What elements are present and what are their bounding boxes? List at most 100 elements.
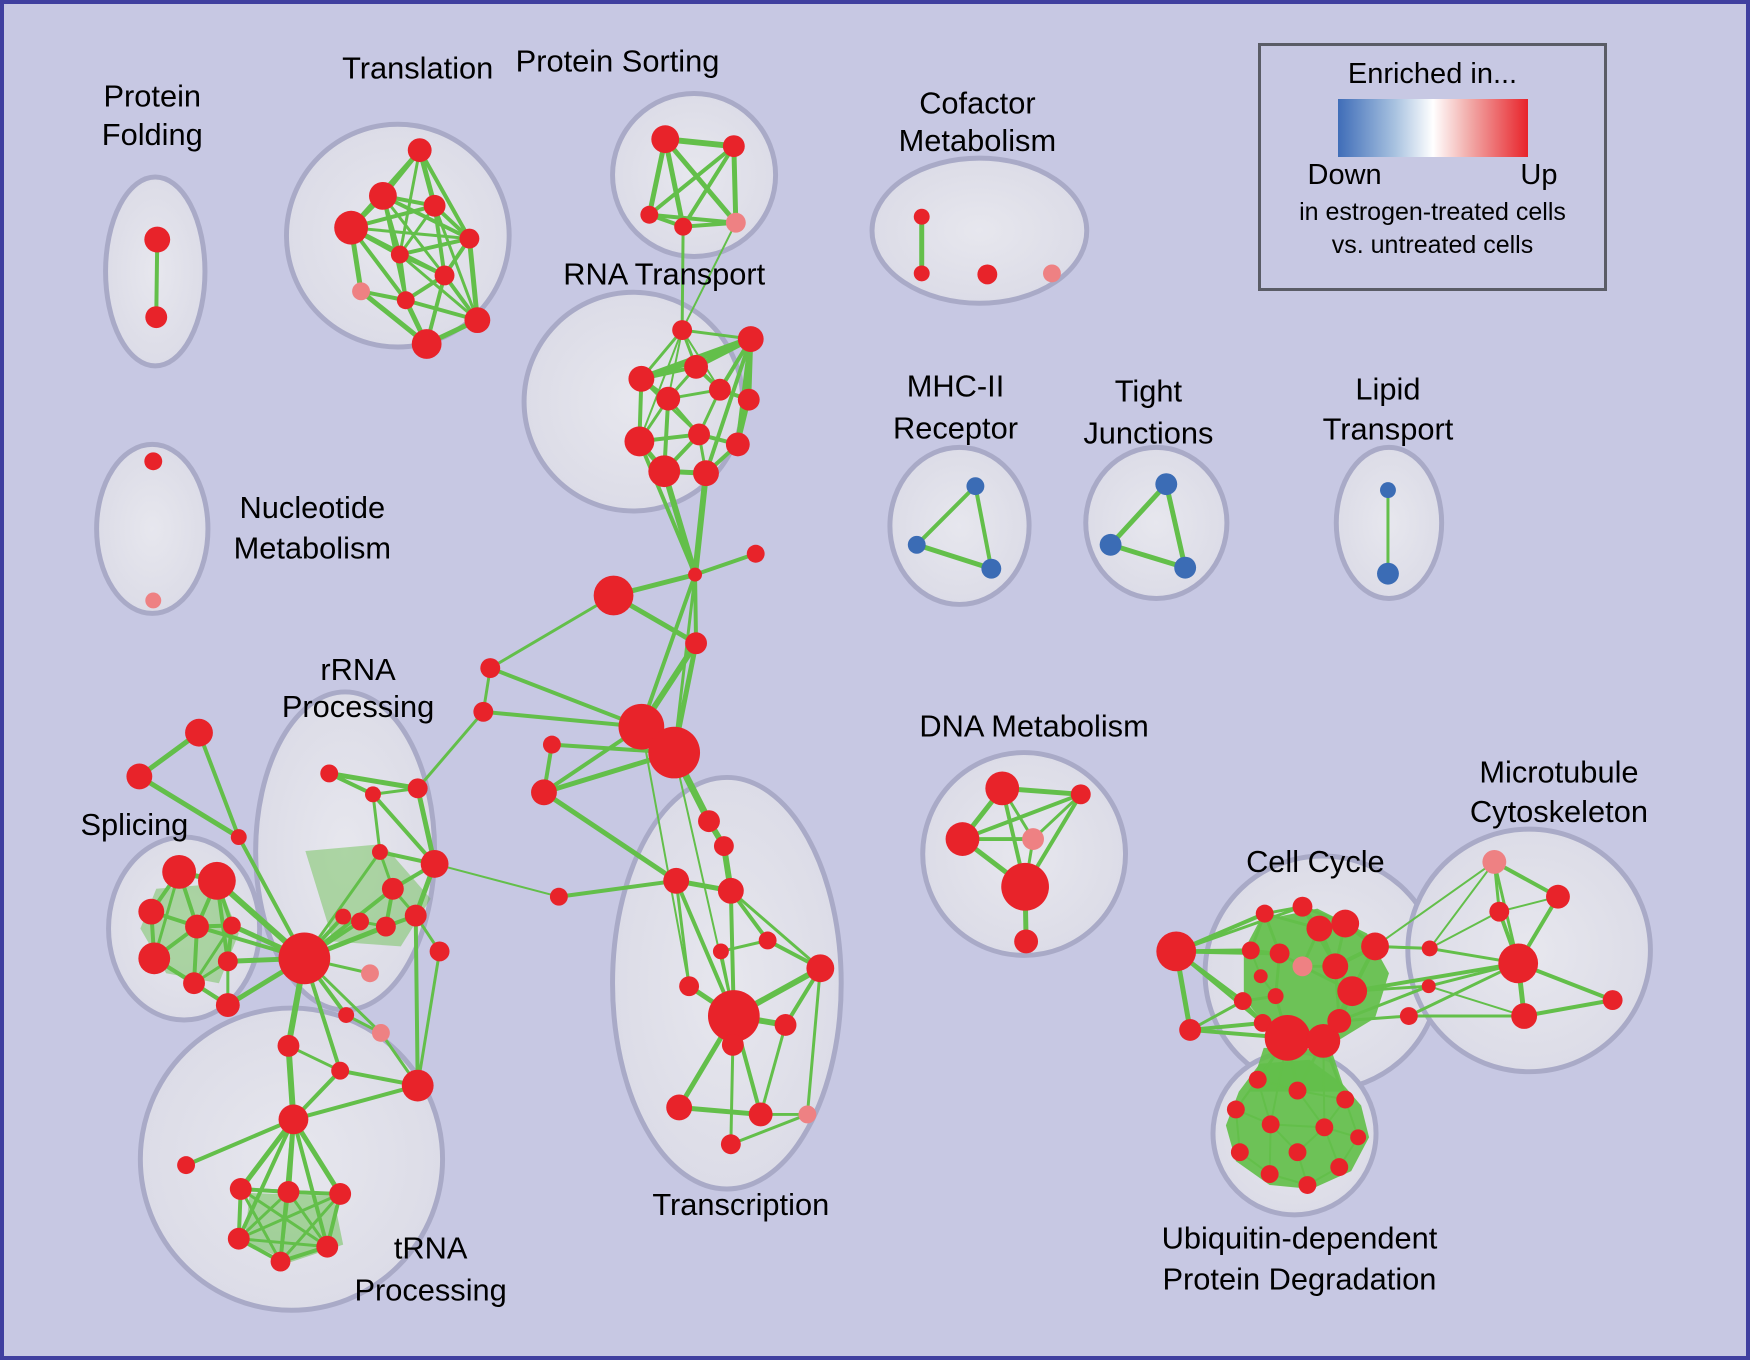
gene-set-node-u9[interactable] (1288, 1143, 1307, 1162)
gene-set-node-tn1[interactable] (698, 810, 720, 833)
gene-set-node-r7[interactable] (335, 908, 352, 925)
gene-set-node-c1[interactable] (1255, 904, 1274, 923)
gene-set-node-tr6[interactable] (270, 1251, 291, 1272)
gene-set-node-c15[interactable] (1264, 1015, 1311, 1061)
gene-set-node-th[interactable] (278, 1104, 309, 1135)
gene-set-node-mt2[interactable] (1546, 884, 1570, 909)
gene-set-node-t11[interactable] (411, 329, 442, 359)
gene-set-node-ps1[interactable] (651, 125, 680, 154)
gene-set-node-m2[interactable] (331, 1061, 350, 1080)
gene-set-node-u10[interactable] (1330, 1158, 1349, 1177)
gene-set-node-tn8[interactable] (806, 954, 835, 983)
gene-set-node-r5[interactable] (420, 849, 449, 878)
gene-set-node-c4[interactable] (1331, 909, 1360, 938)
gene-set-node-mt3[interactable] (1489, 901, 1510, 922)
gene-set-node-cm1[interactable] (913, 208, 930, 225)
gene-set-node-d5[interactable] (1001, 862, 1049, 911)
gene-set-node-u1[interactable] (1248, 1070, 1267, 1089)
gene-set-node-t6[interactable] (390, 245, 409, 264)
gene-set-node-tn14[interactable] (720, 1134, 741, 1155)
gene-set-node-b1[interactable] (593, 575, 634, 616)
gene-set-node-c11[interactable] (1233, 992, 1252, 1011)
gene-set-node-rt9[interactable] (688, 423, 710, 446)
gene-set-node-l2[interactable] (531, 779, 557, 806)
gene-set-node-x3[interactable] (230, 829, 247, 846)
gene-set-node-t3[interactable] (423, 194, 446, 217)
gene-set-node-x1[interactable] (185, 718, 213, 747)
gene-set-node-c12[interactable] (1267, 988, 1284, 1005)
gene-set-node-m1[interactable] (277, 1034, 300, 1057)
gene-set-node-r1[interactable] (320, 764, 339, 783)
gene-set-node-tl[interactable] (177, 1156, 196, 1175)
gene-set-node-cm2[interactable] (913, 265, 930, 282)
gene-set-node-tn5[interactable] (758, 931, 777, 950)
gene-set-node-nm2[interactable] (145, 592, 162, 609)
gene-set-node-rt5[interactable] (737, 326, 764, 352)
gene-set-node-mh2[interactable] (907, 535, 926, 554)
gene-set-node-s4[interactable] (185, 914, 209, 939)
gene-set-node-s1[interactable] (162, 854, 197, 889)
gene-set-node-tr3[interactable] (329, 1183, 352, 1205)
gene-set-node-c16[interactable] (1306, 1023, 1341, 1058)
gene-set-node-mt6[interactable] (1602, 990, 1623, 1011)
gene-set-node-t5[interactable] (459, 228, 480, 249)
gene-set-node-s7[interactable] (183, 972, 205, 995)
gene-set-node-br2[interactable] (1421, 979, 1436, 994)
gene-set-node-t7[interactable] (434, 265, 455, 286)
gene-set-node-r9[interactable] (375, 916, 396, 937)
gene-set-node-r11[interactable] (361, 964, 379, 983)
gene-set-node-s2[interactable] (198, 861, 236, 900)
gene-set-node-c6[interactable] (1269, 943, 1290, 964)
gene-set-node-rt3[interactable] (628, 365, 655, 392)
gene-set-node-d3[interactable] (945, 822, 980, 856)
gene-set-node-rt6[interactable] (656, 386, 681, 411)
gene-set-node-tn12[interactable] (748, 1102, 773, 1127)
gene-set-node-u3[interactable] (1336, 1090, 1355, 1109)
gene-set-node-pf2[interactable] (145, 306, 168, 329)
gene-set-node-v2[interactable] (473, 701, 494, 722)
gene-set-node-c14[interactable] (1253, 1014, 1272, 1032)
gene-set-node-lt2[interactable] (1377, 562, 1399, 585)
gene-set-node-tn6[interactable] (712, 943, 729, 960)
gene-set-node-j1[interactable] (688, 567, 703, 582)
gene-set-node-th2[interactable] (707, 990, 760, 1042)
gene-set-node-rt10[interactable] (725, 432, 750, 457)
gene-set-node-tn4[interactable] (717, 877, 744, 904)
gene-set-node-j1r[interactable] (746, 544, 765, 563)
gene-set-node-c3[interactable] (1306, 915, 1333, 942)
gene-set-node-cm3[interactable] (977, 264, 998, 285)
gene-set-node-r6[interactable] (381, 877, 404, 900)
gene-set-node-c9[interactable] (1322, 953, 1349, 980)
gene-set-node-r3[interactable] (407, 778, 428, 799)
gene-set-node-mt1[interactable] (1482, 849, 1507, 874)
gene-set-node-ps3[interactable] (640, 205, 659, 224)
gene-set-node-tn3[interactable] (663, 867, 690, 894)
gene-set-node-tr2[interactable] (277, 1181, 300, 1203)
gene-set-node-u11[interactable] (1260, 1165, 1279, 1184)
gene-set-node-d6[interactable] (1014, 929, 1039, 954)
gene-set-node-r2[interactable] (365, 786, 381, 803)
gene-set-node-cc0b[interactable] (1179, 1018, 1202, 1041)
gene-set-node-v1[interactable] (480, 658, 501, 679)
gene-set-node-ps5[interactable] (725, 212, 746, 233)
gene-set-node-tn10[interactable] (721, 1033, 744, 1056)
gene-set-node-s9[interactable] (215, 993, 240, 1018)
gene-set-node-tb2[interactable] (648, 726, 701, 779)
gene-set-node-tr1[interactable] (229, 1178, 252, 1200)
gene-set-node-c10[interactable] (1361, 932, 1389, 961)
gene-set-node-rt11[interactable] (648, 455, 681, 488)
gene-set-node-ps2[interactable] (722, 135, 745, 158)
gene-set-node-rb[interactable] (401, 1069, 434, 1102)
gene-set-node-u12[interactable] (1298, 1176, 1317, 1194)
gene-set-node-l3[interactable] (549, 887, 568, 906)
gene-set-node-tr4[interactable] (227, 1227, 250, 1250)
gene-set-node-r12[interactable] (429, 941, 450, 962)
gene-set-node-t1[interactable] (407, 138, 432, 163)
gene-set-node-rt1[interactable] (672, 320, 693, 341)
gene-set-node-c5[interactable] (1241, 941, 1260, 960)
gene-set-node-tn2[interactable] (713, 836, 734, 856)
gene-set-node-rt12[interactable] (693, 460, 719, 487)
gene-set-node-r10[interactable] (404, 904, 427, 927)
gene-set-node-x2[interactable] (126, 763, 153, 790)
gene-set-node-u6[interactable] (1315, 1118, 1334, 1137)
